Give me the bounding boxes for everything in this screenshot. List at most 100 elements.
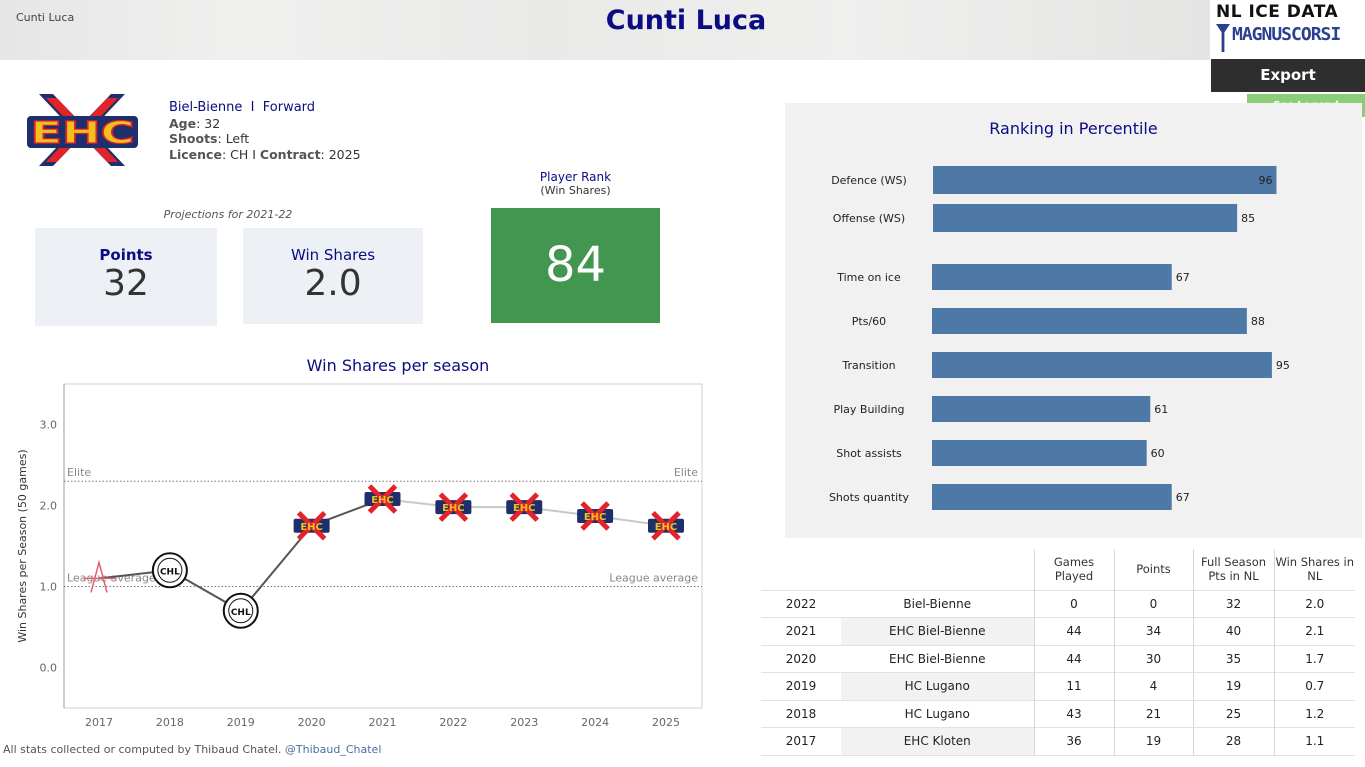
contract-label: Contract [259,146,321,162]
bar-value-label: 67 [1176,271,1190,284]
y-tick-label: 3.0 [40,419,58,432]
twitter-handle-link[interactable]: @Thibaud_Chatel [284,743,382,756]
bar-category-label: Defence (WS) [831,174,907,187]
y-tick-label: 2.0 [40,500,58,513]
x-tick-label: 2021 [369,716,397,729]
table-header-row: Games Played Points Full Season Pts in NL W… [761,549,1355,590]
bar-category-label: Offense (WS) [833,212,905,225]
data-point-ehc-icon[interactable]: EHC [293,510,330,541]
x-tick-label: 2024 [581,716,609,729]
x-tick-label: 2022 [439,716,467,729]
table-cell: HC Lugano [904,706,970,721]
table-header-5: Win Shares in NL [1273,549,1355,590]
data-point-ehc-icon[interactable]: EHC [435,492,472,522]
nl-ice-data-logo[interactable]: NL ICE DATA MAGNUSCORSI [1210,0,1365,58]
percentile-bar[interactable] [932,440,1147,466]
separator: I [250,100,255,115]
table-cell: 30 [1113,645,1193,673]
licence-value: CH [230,146,249,162]
table-cell: EHC Biel-Bienne [841,617,1034,645]
x-tick-label: 2020 [298,716,326,729]
table-cell: 2022 [785,596,817,611]
table-cell: 2018 [785,706,817,721]
export-button[interactable]: Export [1211,59,1365,92]
table-cell: 2.0 [1273,590,1355,618]
data-point-ehc-icon[interactable]: EHC [648,510,684,541]
svg-text:CHL: CHL [231,608,251,618]
table-header-2: Games Played [1033,549,1114,590]
data-point-ehc-icon[interactable]: EHC [506,492,543,522]
svg-text:CHL: CHL [160,567,180,577]
table-cell: 0 [1033,590,1114,618]
svg-text:EHC: EHC [655,522,678,533]
banner-player-name: Cunti Luca [16,11,75,24]
table-cell: 1.7 [1273,645,1355,673]
win-shares-line-chart: 0.0 1.0 2.0 3.0 Win Shares per Season (50 ga… [16,383,703,729]
data-point-ehc-icon[interactable]: EHC [577,501,614,531]
table-cell: 25 [1192,700,1274,728]
player-rank-sublabel: (Win Shares) [540,184,611,197]
bar-value-label: 61 [1154,403,1168,416]
percentile-bar[interactable] [932,308,1247,334]
player-rank-value: 84 [491,208,660,323]
logo-title: NL ICE DATA [1216,2,1339,22]
shoots-line: Shoots: Left [169,131,250,146]
bar-category-label: Shots quantity [829,491,910,504]
data-point-kloten-icon[interactable] [83,559,115,593]
table-cell: EHC Kloten [841,727,1034,755]
table-cell: 21 [1113,700,1193,728]
percentile-bar-chart: Defence (WS) 96 Offense (WS) 85 Time on ice 6… [829,166,1290,510]
svg-text:EHC: EHC [442,503,465,514]
percentile-bar[interactable] [933,166,1277,194]
data-point-chl-icon[interactable]: CHL [222,592,259,629]
y-axis-label: Win Shares per Season (50 games) [16,449,29,642]
table-header-3: Points [1113,549,1193,590]
table-row: 2017 EHC Kloten 36 19 28 1.1 [761,727,1355,755]
data-point-chl-icon[interactable]: CHL [151,552,188,589]
table-cell: 19 [1192,672,1274,700]
licence-line: Licence: CH I Contract: 2025 [169,146,361,162]
position: Forward [262,100,316,115]
table-body: 2022 Biel-Bienne 0 0 32 2.0 2021 EHC Biel-Bienn… [761,590,1355,755]
table-cell: 2017 [785,734,817,749]
table-cell: HC Lugano [841,672,1034,700]
header-banner [0,0,1210,60]
y-tick-label: 1.0 [40,581,58,594]
bar-value-label: 85 [1241,212,1255,225]
footer-credit: All stats collected or computed by Thiba… [3,743,282,756]
table-cell: 32 [1192,590,1274,618]
x-tick-label: 2025 [652,716,680,729]
table-header-1 [841,549,1034,590]
bar-category-label: Time on ice [836,271,901,284]
percentile-bar[interactable] [932,396,1151,422]
shoots-label: Shoots [169,131,218,146]
reference-label-right: League average [609,572,698,585]
age-line: Age: 32 [169,115,221,131]
table-row: 2020 EHC Biel-Bienne 44 30 35 1.7 [761,645,1355,673]
svg-text:EHC: EHC [584,512,607,523]
svg-text:EHC: EHC [300,522,323,533]
player-rank-label: Player Rank (Win Shares) [491,170,660,198]
bar-value-label: 95 [1276,359,1290,372]
table-cell: 4 [1113,672,1193,700]
bar-value-label: 60 [1151,447,1165,460]
table-row: 2021 EHC Biel-Bienne 44 34 40 2.1 [761,617,1355,645]
table-cell: 0.7 [1273,672,1355,700]
data-point-ehc-icon[interactable]: EHC [364,484,401,514]
percentile-bar[interactable] [932,264,1172,290]
svg-text:EHC: EHC [371,495,394,506]
table-cell: EHC Biel-Bienne [888,651,986,666]
bar-category-label: Transition [841,359,895,372]
percentile-bar[interactable] [933,204,1238,232]
points-kpi-card: Points 32 [35,228,217,326]
table-row: 2019 HC Lugano 11 4 19 0.7 [761,672,1355,700]
table-cell: 36 [1033,727,1114,755]
win-shares-chart-title: Win Shares per season [306,356,490,375]
percentile-bar[interactable] [932,484,1172,510]
bar-category-label: Shot assists [836,447,902,460]
win-shares-kpi-label: Win Shares [290,246,376,264]
table-cell: 43 [1033,700,1114,728]
table-cell: 40 [1192,617,1274,645]
percentile-bar[interactable] [932,352,1272,378]
